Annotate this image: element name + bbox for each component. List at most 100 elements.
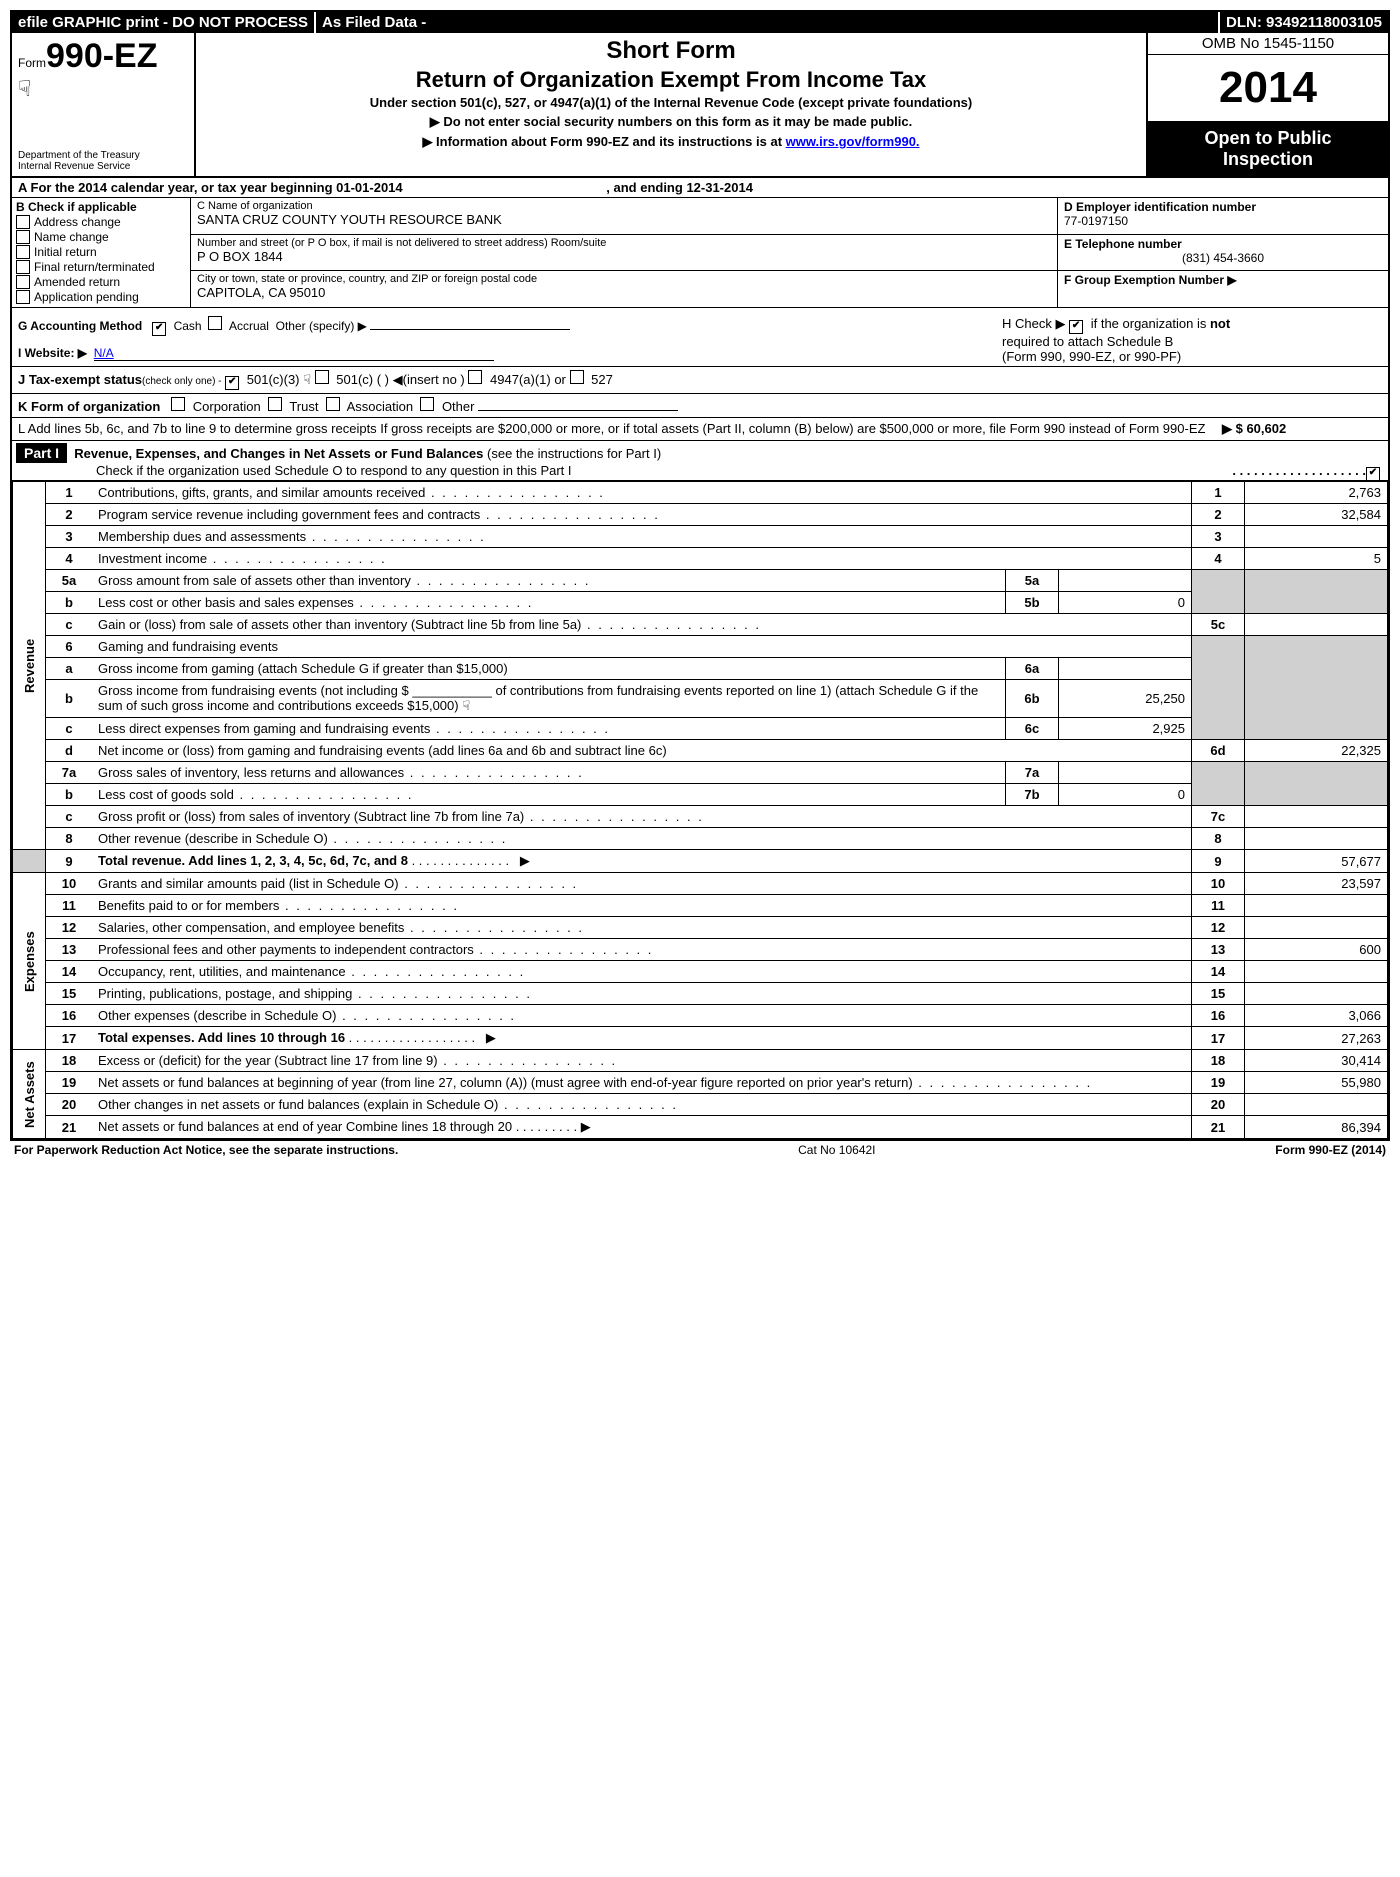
amt-12: [1245, 917, 1388, 939]
j-row: J Tax-exempt status(check only one) - ✔ …: [12, 367, 1388, 394]
amt-3: [1245, 526, 1388, 548]
part1-header: Part I Revenue, Expenses, and Changes in…: [12, 441, 1388, 481]
amt-5c: [1245, 614, 1388, 636]
l-row: L Add lines 5b, 6c, and 7b to line 9 to …: [12, 418, 1388, 441]
e-tel-label: E Telephone number: [1064, 237, 1382, 251]
chk-cash[interactable]: ✔: [152, 322, 166, 336]
org-street: P O BOX 1844: [197, 249, 1051, 264]
footer: For Paperwork Reduction Act Notice, see …: [10, 1141, 1390, 1159]
amt-16: 3,066: [1245, 1005, 1388, 1027]
header-left: Form990-EZ ☟ Department of the Treasury …: [12, 33, 196, 176]
header-row: Form990-EZ ☟ Department of the Treasury …: [12, 33, 1388, 178]
amt-14: [1245, 961, 1388, 983]
d-ein-label: D Employer identification number: [1064, 200, 1382, 214]
amt-20: [1245, 1094, 1388, 1116]
dept-irs: Internal Revenue Service: [18, 161, 140, 172]
amt-11: [1245, 895, 1388, 917]
c-city-label: City or town, state or province, country…: [197, 273, 1051, 285]
l-text: L Add lines 5b, 6c, and 7b to line 9 to …: [18, 421, 1222, 437]
b-label: B Check if applicable: [16, 200, 186, 214]
f-group-label: F Group Exemption Number ▶: [1064, 273, 1382, 287]
form-ref: Form 990-EZ (2014): [1275, 1143, 1386, 1157]
chk-initial[interactable]: [16, 245, 30, 259]
thumb-icon: ☟: [18, 76, 188, 102]
chk-accrual[interactable]: [208, 316, 222, 330]
ssn-note: ▶ Do not enter social security numbers o…: [200, 114, 1142, 130]
c-name-label: C Name of organization: [197, 200, 1051, 212]
block-bcdef: B Check if applicable Address change Nam…: [12, 198, 1388, 308]
amt-7c: [1245, 806, 1388, 828]
info-note: ▶ Information about Form 990-EZ and its …: [200, 134, 1142, 150]
amt-19: 55,980: [1245, 1072, 1388, 1094]
under-section: Under section 501(c), 527, or 4947(a)(1)…: [200, 95, 1142, 110]
chk-schedule-o[interactable]: ✔: [1366, 467, 1380, 481]
org-name: SANTA CRUZ COUNTY YOUTH RESOURCE BANK: [197, 212, 1051, 227]
top-bar: efile GRAPHIC print - DO NOT PROCESS As …: [12, 12, 1388, 33]
amt-4: 5: [1245, 548, 1388, 570]
other-specify[interactable]: [370, 329, 570, 330]
amt-7b: 0: [1059, 784, 1192, 806]
revenue-label: Revenue: [13, 482, 46, 850]
amt-8: [1245, 828, 1388, 850]
amt-1: 2,763: [1245, 482, 1388, 504]
chk-501c[interactable]: [315, 370, 329, 384]
gh-row: G Accounting Method ✔ Cash Accrual Other…: [12, 308, 1388, 367]
amt-18: 30,414: [1245, 1050, 1388, 1072]
netassets-label: Net Assets: [13, 1050, 46, 1139]
i-label: I Website: ▶: [18, 346, 87, 360]
short-form-title: Short Form: [200, 37, 1142, 65]
telephone: (831) 454-3660: [1064, 251, 1382, 265]
amt-17: 27,263: [1245, 1027, 1388, 1050]
amt-15: [1245, 983, 1388, 1005]
chk-schedule-b[interactable]: ✔: [1069, 320, 1083, 334]
header-right: OMB No 1545-1150 2014 Open to Public Ins…: [1146, 33, 1388, 176]
chk-corp[interactable]: [171, 397, 185, 411]
amt-13: 600: [1245, 939, 1388, 961]
k-row: K Form of organization Corporation Trust…: [12, 394, 1388, 418]
cat-no: Cat No 10642I: [798, 1143, 875, 1157]
chk-final[interactable]: [16, 260, 30, 274]
lines-table: Revenue 1 Contributions, gifts, grants, …: [12, 481, 1388, 1139]
expenses-label: Expenses: [13, 873, 46, 1050]
form-number: 990-EZ: [46, 37, 158, 75]
return-title: Return of Organization Exempt From Incom…: [200, 67, 1142, 93]
as-filed: As Filed Data -: [314, 12, 1220, 33]
dln: DLN: 93492118003105: [1220, 12, 1388, 33]
g-label: G Accounting Method: [18, 319, 142, 333]
gh-right: H Check ▶ ✔ if the organization is not r…: [996, 308, 1388, 366]
amt-9: 57,677: [1245, 850, 1388, 873]
chk-501c3[interactable]: ✔: [225, 376, 239, 390]
part1-label: Part I: [16, 443, 67, 463]
chk-address[interactable]: [16, 215, 30, 229]
amt-5b: 0: [1059, 592, 1192, 614]
amt-6b: 25,250: [1059, 680, 1192, 718]
amt-10: 23,597: [1245, 873, 1388, 895]
amt-7a: [1059, 762, 1192, 784]
amt-5a: [1059, 570, 1192, 592]
row-a: A For the 2014 calendar year, or tax yea…: [12, 178, 1388, 198]
amt-6c: 2,925: [1059, 718, 1192, 740]
form-prefix: Form: [18, 56, 46, 70]
col-def: D Employer identification number 77-0197…: [1057, 198, 1388, 307]
chk-amended[interactable]: [16, 275, 30, 289]
chk-name[interactable]: [16, 230, 30, 244]
chk-4947[interactable]: [468, 370, 482, 384]
chk-other-org[interactable]: [420, 397, 434, 411]
amt-21: 86,394: [1245, 1116, 1388, 1139]
irs-link[interactable]: www.irs.gov/form990.: [786, 134, 920, 149]
c-street-label: Number and street (or P O box, if mail i…: [197, 237, 1051, 249]
chk-assoc[interactable]: [326, 397, 340, 411]
amt-6a: [1059, 658, 1192, 680]
paperwork-notice: For Paperwork Reduction Act Notice, see …: [14, 1143, 398, 1157]
dept-treasury: Department of the Treasury: [18, 150, 140, 161]
chk-pending[interactable]: [16, 290, 30, 304]
amt-2: 32,584: [1245, 504, 1388, 526]
org-city: CAPITOLA, CA 95010: [197, 285, 1051, 300]
gh-left: G Accounting Method ✔ Cash Accrual Other…: [12, 308, 996, 366]
website-link[interactable]: N/A: [94, 346, 114, 360]
chk-trust[interactable]: [268, 397, 282, 411]
chk-527[interactable]: [570, 370, 584, 384]
header-mid: Short Form Return of Organization Exempt…: [196, 33, 1146, 176]
amt-6d: 22,325: [1245, 740, 1388, 762]
open-inspection: Open to Public Inspection: [1148, 122, 1388, 176]
